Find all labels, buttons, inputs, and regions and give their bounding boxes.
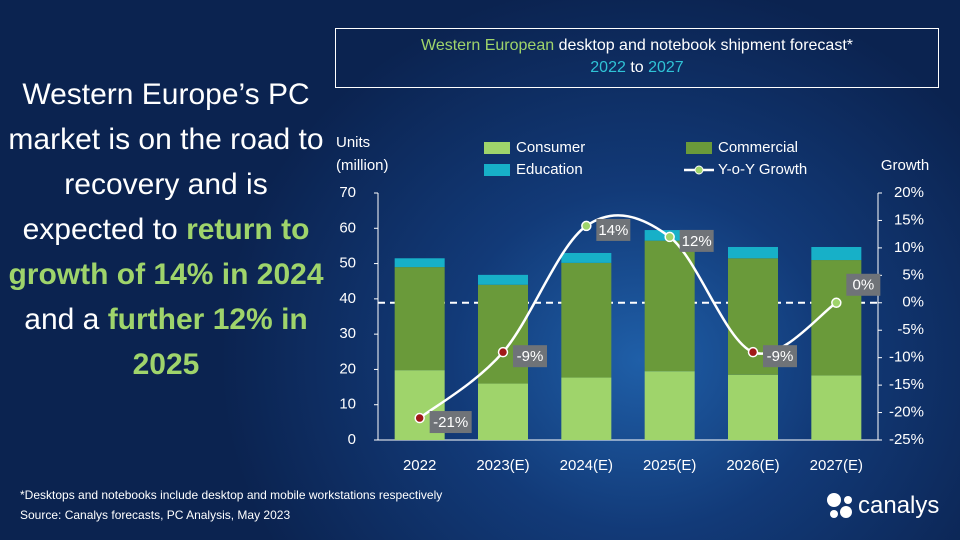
bar bbox=[811, 246, 862, 261]
bar bbox=[561, 262, 612, 378]
x-tick-label: 2025(E) bbox=[643, 457, 696, 474]
x-tick-label: 2026(E) bbox=[726, 457, 779, 474]
growth-marker bbox=[664, 231, 675, 243]
growth-marker bbox=[414, 412, 425, 424]
x-tick-label: 2027(E) bbox=[810, 457, 863, 474]
title-part: Western European bbox=[421, 37, 555, 54]
y2-tick-label: -20% bbox=[889, 404, 924, 421]
y2-tick-label: 5% bbox=[902, 266, 924, 283]
y-tick-label: 30 bbox=[339, 325, 356, 342]
x-tick-label: 2023(E) bbox=[476, 457, 529, 474]
title-part: 2027 bbox=[648, 59, 684, 76]
bar bbox=[561, 252, 612, 263]
legend-label: Commercial bbox=[718, 139, 798, 156]
growth-marker bbox=[497, 346, 509, 358]
y2-tick-label: -25% bbox=[889, 431, 924, 448]
legend-label: Y-o-Y Growth bbox=[718, 161, 807, 178]
legend-swatch bbox=[484, 164, 510, 176]
y2-tick-label: 10% bbox=[894, 239, 924, 256]
legend-label: Consumer bbox=[516, 139, 585, 156]
title-part: to bbox=[625, 59, 649, 76]
value-label-box bbox=[513, 345, 547, 368]
bar bbox=[644, 240, 695, 372]
value-label-box bbox=[429, 411, 472, 434]
y-tick-label: 50 bbox=[339, 255, 356, 272]
value-label-box bbox=[596, 218, 631, 241]
footnote: *Desktops and notebooks include desktop … bbox=[20, 488, 443, 502]
bar bbox=[728, 374, 778, 440]
value-label: -9% bbox=[517, 348, 544, 365]
y-tick-label: 40 bbox=[339, 290, 356, 307]
growth-marker bbox=[831, 297, 842, 309]
title-part: 2022 bbox=[590, 59, 626, 76]
y2-axis-title: Growth bbox=[881, 157, 929, 174]
brand: canalys bbox=[858, 492, 940, 519]
y2-tick-label: -5% bbox=[897, 321, 924, 338]
y-tick-label: 70 bbox=[339, 184, 356, 201]
headline-part: Western Europe’s PC market is on the roa… bbox=[8, 78, 324, 246]
value-label-box bbox=[846, 273, 881, 296]
y2-tick-label: 15% bbox=[894, 211, 924, 228]
value-label: 14% bbox=[598, 222, 628, 239]
growth-marker bbox=[747, 346, 759, 358]
y-tick-label: 10 bbox=[339, 396, 356, 413]
y-tick-label: 60 bbox=[339, 219, 356, 236]
headline-part: return to growth of 14% in 2024 bbox=[8, 213, 324, 291]
y2-tick-label: 0% bbox=[902, 294, 924, 311]
bar bbox=[728, 246, 778, 259]
headline-part: and a bbox=[24, 303, 108, 336]
x-tick-label: 2024(E) bbox=[560, 457, 613, 474]
chart-title: Western European desktop and notebook sh… bbox=[335, 28, 939, 88]
y2-tick-label: -15% bbox=[889, 376, 924, 393]
value-label-box bbox=[679, 229, 714, 252]
x-tick-label: 2022 bbox=[403, 457, 436, 474]
value-label-box bbox=[763, 345, 797, 368]
bar bbox=[811, 375, 862, 440]
y-tick-label: 20 bbox=[339, 360, 356, 377]
value-label: -21% bbox=[433, 414, 468, 431]
y-tick-label: 0 bbox=[348, 431, 356, 448]
growth-marker bbox=[581, 220, 592, 232]
bar bbox=[478, 383, 528, 440]
y2-tick-label: -10% bbox=[889, 349, 924, 366]
headline-part: further 12% in 2025 bbox=[107, 303, 308, 381]
source: Source: Canalys forecasts, PC Analysis, … bbox=[20, 508, 291, 522]
y-axis-title: (million) bbox=[336, 157, 389, 174]
y2-tick-label: 20% bbox=[894, 184, 924, 201]
value-label: 0% bbox=[852, 277, 874, 294]
legend-label: Education bbox=[516, 161, 583, 178]
legend-swatch bbox=[484, 142, 510, 154]
growth-line bbox=[418, 214, 838, 420]
headline: Western Europe’s PC market is on the roa… bbox=[8, 72, 324, 387]
bar bbox=[394, 267, 445, 371]
legend-marker bbox=[694, 165, 704, 175]
bar bbox=[644, 371, 695, 440]
value-label: -9% bbox=[767, 348, 794, 365]
legend-swatch bbox=[686, 142, 712, 154]
y-axis-title: Units bbox=[336, 134, 370, 151]
value-label: 12% bbox=[682, 233, 712, 250]
bar bbox=[478, 274, 528, 285]
title-part: desktop and notebook shipment forecast* bbox=[554, 37, 853, 54]
bar bbox=[394, 258, 445, 268]
bar bbox=[561, 377, 612, 440]
